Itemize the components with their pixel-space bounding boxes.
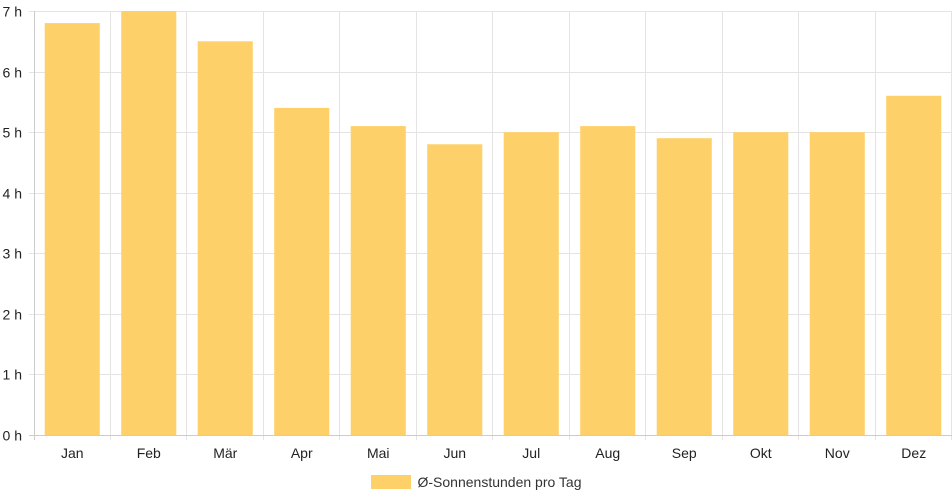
y-tick-label: 3 h (3, 246, 22, 262)
bar-Mär[interactable] (197, 41, 253, 436)
y-tick-label: 0 h (3, 428, 22, 444)
x-tick-label: Apr (291, 445, 313, 461)
axes (29, 11, 952, 440)
x-tick-label: Dez (901, 445, 926, 461)
x-tick-labels: Jan Feb Mär Apr Mai Jun Jul Aug Sep Okt Nov Dez (61, 445, 926, 461)
y-tick-label: 6 h (3, 65, 22, 81)
bar-Aug[interactable] (580, 126, 636, 435)
y-tick-label: 7 h (3, 4, 22, 20)
x-tick-label: Feb (137, 445, 161, 461)
bar-Feb[interactable] (121, 11, 177, 435)
y-tick-label: 2 h (3, 307, 22, 323)
x-tick-label: Jul (522, 445, 540, 461)
bar-Mai[interactable] (350, 126, 406, 435)
bar-chart: 0 h 1 h 2 h 3 h 4 h 5 h 6 h 7 h Jan Feb Mär Apr Mai… (3, 4, 952, 461)
bar-Jul[interactable] (503, 132, 559, 435)
legend-label: Ø-Sonnenstunden pro Tag (417, 474, 582, 490)
x-tick-label: Mär (213, 445, 237, 461)
y-tick-label: 1 h (3, 367, 22, 383)
x-tick-label: Sep (672, 445, 697, 461)
bar-Jun[interactable] (427, 144, 483, 435)
bar-Sep[interactable] (656, 138, 712, 435)
legend-swatch (370, 475, 411, 489)
y-tick-label: 5 h (3, 125, 22, 141)
bar-Jan[interactable] (44, 23, 100, 435)
legend[interactable]: Ø-Sonnenstunden pro Tag (0, 470, 952, 494)
x-tick-label: Mai (367, 445, 390, 461)
bar-Okt[interactable] (733, 132, 789, 435)
x-tick-label: Jun (443, 445, 466, 461)
y-tick-label: 4 h (3, 186, 22, 202)
x-tick-label: Aug (595, 445, 620, 461)
bar-Apr[interactable] (274, 107, 330, 436)
x-tick-label: Okt (750, 445, 772, 461)
x-tick-label: Jan (61, 445, 84, 461)
x-tick-label: Nov (825, 445, 850, 461)
bar-Dez[interactable] (886, 95, 942, 436)
grid-lines (29, 11, 952, 440)
bar-Nov[interactable] (809, 132, 865, 435)
bars (44, 11, 942, 436)
y-tick-labels: 0 h 1 h 2 h 3 h 4 h 5 h 6 h 7 h (3, 4, 22, 444)
